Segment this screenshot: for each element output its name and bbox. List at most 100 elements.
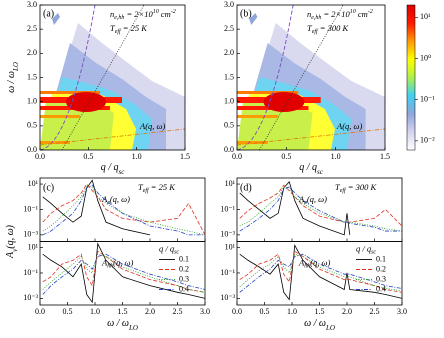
text-part: T xyxy=(307,23,313,33)
x-tick-label: 1.0 xyxy=(331,152,341,161)
text-part: T xyxy=(110,23,116,33)
y-tick-label: 10⁻¹ xyxy=(220,204,235,213)
text-part: ω / ω xyxy=(304,318,326,329)
text-part: = 25 K xyxy=(121,23,149,33)
text-part: q / q xyxy=(159,243,175,253)
text-part: -2 xyxy=(171,9,176,15)
panel: 0.0 0.5 1.0 1.5 0.0 0.5 1.0 1.5 2.0 2.5 3.0 (a) ne,h… xyxy=(6,0,190,176)
text-part: (q, ω) xyxy=(113,257,133,267)
legend-label: 0.4 xyxy=(179,284,189,293)
subplot-frame xyxy=(39,177,206,242)
text-part: 10 xyxy=(350,9,356,15)
x-tick-label: 1.0 xyxy=(90,307,100,316)
text-part: LO xyxy=(128,324,138,332)
panel-label: (a) xyxy=(43,8,54,19)
text-part: e xyxy=(304,200,307,206)
y-tick-label: 0.5 xyxy=(224,121,234,130)
series-line xyxy=(239,184,403,227)
text-part: n xyxy=(110,9,114,19)
density-label: ne,hh = 2×1010 cm-2 xyxy=(110,9,176,21)
text-part: = 300 K xyxy=(346,182,378,192)
subplot-frame xyxy=(236,177,403,242)
series-line xyxy=(239,253,403,292)
legend-label: 0.3 xyxy=(179,274,189,283)
series-line xyxy=(239,253,403,293)
text-part: eff xyxy=(312,28,319,35)
text-part: = 2×10 xyxy=(321,9,350,19)
x-tick-label: 0.5 xyxy=(83,152,93,161)
y-tick-label: 10⁻³ xyxy=(220,293,235,302)
legend-title: q / qsc xyxy=(159,243,179,255)
y-axis-label: Aν(q, ω) xyxy=(5,224,18,259)
text-part: ω / ω xyxy=(107,318,129,329)
temperature-label: Teff = 300 K xyxy=(307,23,350,35)
text-part: eff xyxy=(115,28,122,35)
text-part: -2 xyxy=(368,9,373,15)
x-tick-label: 2.0 xyxy=(342,307,352,316)
text-part: eff xyxy=(143,187,150,194)
density-label: ne,hh = 2×1010 cm-2 xyxy=(307,9,373,21)
text-part: sc xyxy=(317,168,324,176)
y-tick-label: 2.5 xyxy=(224,24,234,33)
y-tick-label: 3.0 xyxy=(27,0,37,9)
y-tick-label: 10⁻¹ xyxy=(220,268,235,277)
x-tick-label: 2.5 xyxy=(370,307,380,316)
y-tick-label: 1.0 xyxy=(27,96,37,105)
series-line xyxy=(42,242,206,304)
x-tick-label: 0.5 xyxy=(63,307,73,316)
text-part: cm xyxy=(356,9,368,19)
x-tick-label: 0.0 xyxy=(35,152,45,161)
series-line xyxy=(42,183,206,236)
text-part: 10 xyxy=(153,9,159,15)
text-part: ν xyxy=(11,248,19,252)
y-tick-label: 10⁻³ xyxy=(23,293,38,302)
temperature-label: Teff = 25 K xyxy=(110,23,148,35)
y-tick-label: 10¹ xyxy=(225,179,236,188)
colorbar-tick-label: 10⁻² xyxy=(420,136,435,145)
text-part: A xyxy=(298,257,305,267)
y-axis-label: ω / ωLO xyxy=(6,62,19,93)
temperature-label: Teff = 25 K xyxy=(138,182,176,194)
series-line xyxy=(42,184,206,236)
y-tick-label: 10⁻¹ xyxy=(23,204,38,213)
x-tick-label: 1.5 xyxy=(380,152,390,161)
text-part: (q, ω) xyxy=(307,194,327,204)
panel-label: (b) xyxy=(240,8,252,19)
text-part: ω / ω xyxy=(6,71,17,93)
series-line xyxy=(42,184,205,236)
series-line xyxy=(42,250,206,293)
text-part: = 25 K xyxy=(149,182,177,192)
series-line xyxy=(239,186,403,232)
colorbar-tick-label: 10⁰ xyxy=(420,53,431,62)
text-part: = 300 K xyxy=(318,23,350,33)
text-part: LO xyxy=(12,62,20,72)
function-label: A(q, ω) xyxy=(336,121,363,131)
y-tick-label: 2.5 xyxy=(27,24,37,33)
text-part: = 2×10 xyxy=(124,9,153,19)
y-tick-label: 1.5 xyxy=(224,72,234,81)
series-line xyxy=(239,181,351,236)
text-part: (q, ω) xyxy=(310,257,330,267)
x-axis-label: ω / ωLO xyxy=(107,318,138,331)
panel-label: (c) xyxy=(43,182,54,193)
series-line xyxy=(42,253,206,293)
text-part: (q, ω) xyxy=(110,194,130,204)
y-tick-label: 10¹ xyxy=(28,179,39,188)
y-tick-label: 0.5 xyxy=(27,121,37,130)
y-tick-label: 10⁻³ xyxy=(220,230,235,239)
series-line xyxy=(42,253,206,295)
x-tick-label: 1.0 xyxy=(287,307,297,316)
legend-label: 0.3 xyxy=(376,274,386,283)
text-part: (q, ω) xyxy=(5,224,16,248)
x-axis-label: q / qsc xyxy=(299,162,324,175)
y-tick-label: 2.0 xyxy=(224,48,234,57)
legend-title: q / qsc xyxy=(356,243,376,255)
panel: 0.0 0.5 1.0 1.5 0.0 0.5 1.0 1.5 2.0 2.5 3.0 (b) ne,h… xyxy=(224,0,435,176)
text-part: q / q xyxy=(356,243,372,253)
text-part: sc xyxy=(371,250,376,256)
function-label: A(q, ω) xyxy=(139,121,166,131)
